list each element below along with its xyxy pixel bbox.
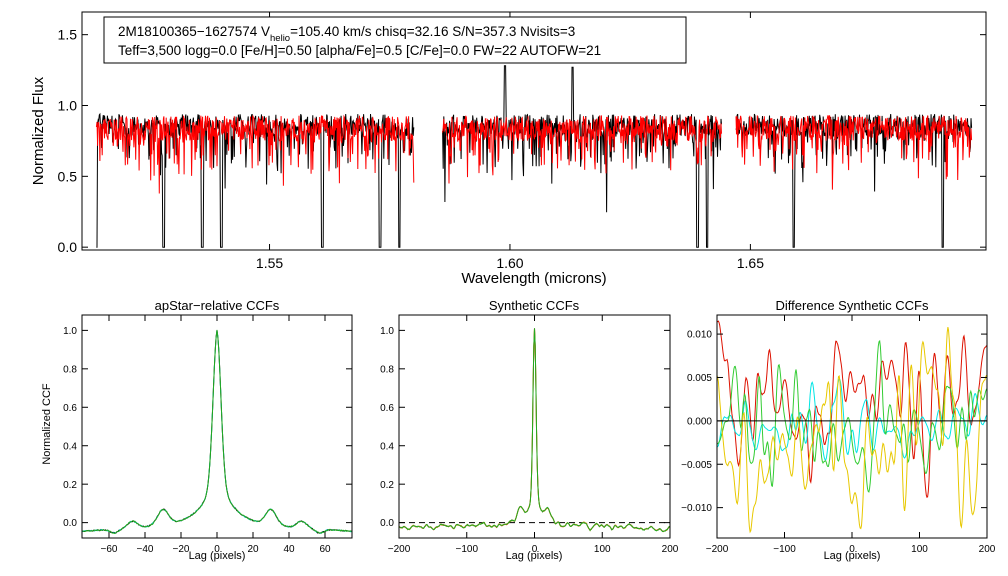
y-tick-label: 0.6	[63, 403, 77, 414]
difference-ccf-title: Difference Synthetic CCFs	[776, 298, 929, 313]
synthetic-flux-line	[735, 115, 973, 190]
x-tick-label: 200	[979, 544, 996, 555]
y-tick-label: −0.010	[681, 503, 712, 514]
y-tick-label: 0.8	[380, 364, 394, 375]
y-tick-label: 1.0	[380, 326, 394, 337]
apstar-ccf-series-layer	[82, 329, 352, 535]
x-tick-label: −20	[173, 544, 190, 555]
y-tick-label: 1.0	[63, 326, 77, 337]
apstar-ccf-panel: −60 −40 −20 0 20 40 60 0.0 0.2 0.4 0.6 0.8 1.0 apSta…	[41, 298, 353, 562]
annotation-helio-subscript: helio	[270, 33, 290, 44]
synthetic-ccf-title: Synthetic CCFs	[489, 298, 580, 313]
x-tick-label: 100	[911, 544, 928, 555]
y-tick-label: 0.0	[380, 518, 394, 529]
annotation-line-1: 2M18100365−1627574 Vhelio=105.40 km/s ch…	[118, 24, 575, 44]
x-tick-label: 1.55	[256, 255, 283, 271]
spectrum-annotation-box: 2M18100365−1627574 Vhelio=105.40 km/s ch…	[103, 16, 687, 64]
apstar-ccf-axes-frame	[81, 314, 353, 539]
observed-flux-line	[735, 113, 973, 248]
visit 3-synthetic-ccf-line	[399, 328, 670, 533]
x-tick-label: 0	[532, 544, 538, 555]
y-tick-label: 0.010	[687, 330, 712, 341]
apstar-ccf-ticks-layer: −60 −40 −20 0 20 40 60 0.0 0.2 0.4 0.6 0.8 1.0	[63, 315, 352, 555]
difference-ccf-series-layer	[717, 320, 987, 534]
x-tick-label: −200	[388, 544, 411, 555]
apstar-ccf-title: apStar−relative CCFs	[155, 298, 280, 313]
x-tick-label: 1.65	[737, 255, 764, 271]
apstar-ccf-x-axis-label: Lag (pixels)	[189, 550, 246, 562]
x-tick-label: 0	[849, 544, 855, 555]
x-tick-label: 0	[214, 544, 220, 555]
y-tick-label: 0.2	[380, 480, 394, 491]
x-tick-label: 200	[662, 544, 679, 555]
annotation-star-and-velocity-label: 2M18100365−1627574 V	[118, 24, 270, 39]
spectrum-x-axis-label: Wavelength (microns)	[461, 270, 606, 287]
synthetic-ccf-ticks-layer: −200 −100 0 100 200 0.0 0.2 0.4 0.6 0.8 1.0	[380, 315, 679, 555]
y-tick-label: 1.5	[58, 27, 78, 43]
difference-ccf-x-axis-label: Lag (pixels)	[824, 550, 881, 562]
y-tick-label: 0.5	[58, 168, 78, 184]
x-tick-label: −200	[706, 544, 729, 555]
y-tick-label: 0.4	[63, 441, 77, 452]
x-tick-label: 20	[247, 544, 259, 555]
synthetic-ccf-x-axis-label: Lag (pixels)	[506, 550, 563, 562]
x-tick-label: −100	[455, 544, 478, 555]
x-tick-label: 60	[319, 544, 331, 555]
y-tick-label: 0.2	[63, 480, 77, 491]
spectrum-series-layer	[95, 65, 973, 248]
annotation-line-2: Teff=3,500 logg=0.0 [Fe/H]=0.50 [alpha/F…	[118, 43, 601, 58]
x-tick-label: −40	[137, 544, 154, 555]
annotation-frame	[103, 16, 687, 64]
visit 4-difference-ccf-line	[717, 326, 987, 534]
y-tick-label: 0.0	[58, 239, 78, 255]
synthetic-ccf-axes-frame	[398, 314, 671, 539]
synthetic-ccf-series-layer	[399, 328, 670, 533]
synthetic-flux-line	[442, 115, 722, 184]
x-tick-label: 40	[283, 544, 295, 555]
x-tick-label: 1.60	[496, 255, 523, 271]
y-tick-label: 0.6	[380, 403, 394, 414]
spectrum-axes-frame	[81, 11, 987, 251]
synthetic-ccf-panel: −200 −100 0 100 200 0.0 0.2 0.4 0.6 0.8 1.0 Synthe…	[380, 298, 679, 562]
y-tick-label: 1.0	[58, 98, 78, 114]
spectrum-panel: 1.55 1.60 1.65 0.0 0.5 1.0 1.5 Wavelength (mic…	[30, 11, 987, 287]
spectrum-y-axis-label: Normalized Flux	[30, 76, 47, 185]
difference-ccf-panel: −200 −100 0 100 200 −0.010 −0.005 0.000 0.005 0.0…	[681, 298, 996, 562]
synthetic-flux-line	[95, 114, 415, 194]
apstar-ccf-y-axis-label: Normalized CCF	[41, 383, 53, 465]
spectrum-ticks-layer: 1.55 1.60 1.65 0.0 0.5 1.0 1.5	[58, 12, 986, 271]
x-tick-label: 100	[594, 544, 611, 555]
annotation-velocity-stats: =105.40 km/s chisq=32.16 S/N=357.3 Nvisi…	[290, 24, 575, 39]
x-tick-label: −100	[773, 544, 796, 555]
y-tick-label: 0.4	[380, 441, 394, 452]
y-tick-label: −0.005	[681, 460, 712, 471]
difference-ccf-axes-frame	[716, 314, 988, 539]
y-tick-label: 0.000	[687, 416, 712, 427]
visit 3-ccf-line	[82, 329, 352, 535]
x-tick-label: −60	[101, 544, 118, 555]
y-tick-label: 0.005	[687, 373, 712, 384]
y-tick-label: 0.8	[63, 364, 77, 375]
y-tick-label: 0.0	[63, 518, 77, 529]
